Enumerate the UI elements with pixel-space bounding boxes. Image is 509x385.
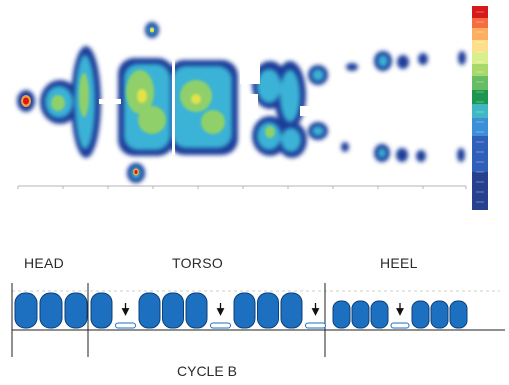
color-scale-bar (472, 6, 488, 210)
torso-cell-inflated (233, 292, 256, 329)
heel-cell-inflated (332, 300, 351, 329)
torso-cell-inflated (185, 292, 208, 329)
torso-section-label: TORSO (172, 255, 224, 271)
heel-cell-deflated (390, 322, 410, 329)
torso-cell-deflated (115, 322, 136, 329)
torso-cell-inflated (280, 292, 303, 329)
heel-cell-inflated (370, 300, 389, 329)
head-cell-inflated (64, 292, 88, 329)
torso-cell-inflated (162, 292, 184, 329)
head-section-label: HEAD (24, 255, 65, 271)
heel-cell-inflated (351, 300, 370, 329)
air-cells (14, 292, 468, 329)
torso-cell-inflated (138, 292, 161, 329)
head-cell-inflated (39, 292, 63, 329)
pressure-map (17, 6, 488, 210)
heel-cell-inflated (430, 300, 449, 329)
hot-spots (21, 27, 154, 176)
heel-cell-inflated (449, 300, 468, 329)
torso-cell-inflated (257, 292, 279, 329)
torso-cell-inflated (90, 292, 113, 329)
torso-cell-deflated (210, 322, 231, 329)
cycle-label: CYCLE B (177, 363, 237, 379)
heel-section-label: HEEL (380, 255, 418, 271)
torso-cell-deflated (305, 322, 326, 329)
head-cell-inflated (14, 292, 38, 329)
pressure-gaps (98, 52, 322, 155)
pressure-peak-layer (137, 89, 201, 104)
heel-cell-inflated (411, 300, 430, 329)
